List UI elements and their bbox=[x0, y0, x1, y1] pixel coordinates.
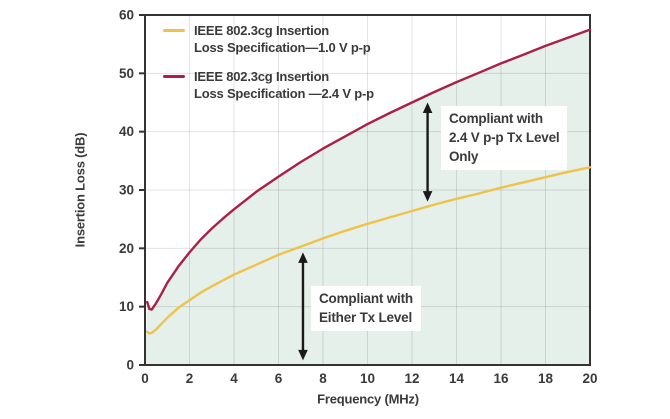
legend-swatch-2p4-line bbox=[163, 75, 185, 78]
x-tick-label: 18 bbox=[538, 371, 554, 386]
y-axis-title: Insertion Loss (dB) bbox=[72, 132, 88, 248]
x-axis-title: Frequency (MHz) bbox=[317, 391, 419, 407]
legend-label-2p4: IEEE 802.3cg Insertion Loss Specificatio… bbox=[194, 69, 374, 102]
x-tick-label: 16 bbox=[493, 371, 509, 386]
legend-label-1p0: IEEE 802.3cg Insertion Loss Specificatio… bbox=[194, 23, 371, 56]
y-tick-label: 60 bbox=[119, 8, 134, 23]
curve-1p0-vpp bbox=[145, 166, 592, 335]
y-tick-label: 30 bbox=[119, 183, 134, 198]
x-tick-label: 10 bbox=[360, 371, 375, 386]
x-tick-label: 8 bbox=[319, 371, 327, 386]
arrow-2p4-only-head-bottom bbox=[422, 191, 433, 202]
arrow-either-level-head-bottom bbox=[298, 349, 308, 361]
y-tick-label: 50 bbox=[119, 66, 134, 81]
legend-item-1p0: IEEE 802.3cg Insertion Loss Specificatio… bbox=[163, 22, 371, 57]
x-tick-label: 12 bbox=[404, 371, 419, 386]
legend-item-2p4: IEEE 802.3cg Insertion Loss Specificatio… bbox=[163, 68, 374, 103]
annotation-compliant-2p4-only: Compliant with 2.4 V p-p Tx Level Only bbox=[441, 106, 568, 171]
x-tick-label: 2 bbox=[186, 371, 194, 386]
y-tick-label: 20 bbox=[119, 241, 134, 256]
x-tick-label: 4 bbox=[230, 371, 238, 386]
curve-2p4-vpp bbox=[145, 28, 592, 311]
annotation-compliant-either: Compliant with Either Tx Level bbox=[311, 286, 421, 332]
y-tick-label: 0 bbox=[126, 358, 134, 373]
x-tick-label: 6 bbox=[275, 371, 283, 386]
y-tick-label: 40 bbox=[119, 124, 134, 139]
x-tick-label: 0 bbox=[141, 371, 149, 386]
legend-swatch-1p0-line bbox=[163, 29, 185, 32]
y-tick-label: 10 bbox=[119, 299, 134, 314]
x-tick-label: 20 bbox=[582, 371, 597, 386]
arrow-2p4-only-head-top bbox=[422, 102, 433, 113]
arrow-either-level-head-top bbox=[298, 252, 308, 263]
x-tick-label: 14 bbox=[449, 371, 465, 386]
plot-border bbox=[144, 14, 591, 366]
